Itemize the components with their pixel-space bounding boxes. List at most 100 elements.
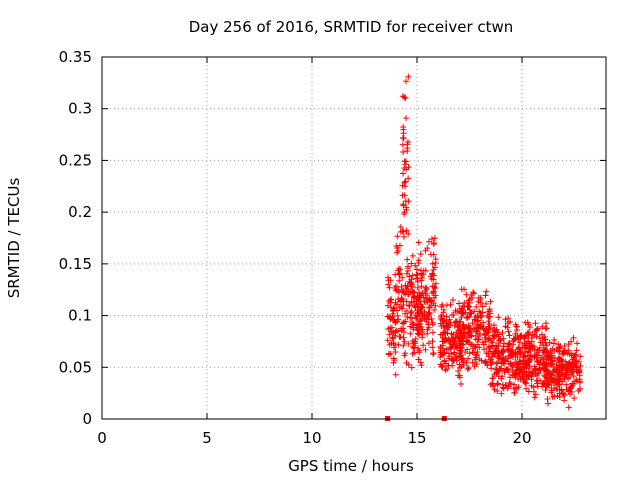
data-point xyxy=(417,251,424,258)
data-point xyxy=(385,281,392,288)
data-point xyxy=(510,341,517,348)
data-point xyxy=(542,325,549,332)
data-point xyxy=(543,374,550,381)
data-point xyxy=(543,356,550,363)
data-point xyxy=(459,341,466,348)
data-point xyxy=(448,350,455,357)
data-point xyxy=(463,359,470,366)
data-point xyxy=(493,343,500,350)
data-point xyxy=(525,338,532,345)
data-point xyxy=(393,249,400,256)
data-point xyxy=(523,385,530,392)
data-point xyxy=(485,336,492,343)
data-point xyxy=(439,362,446,369)
data-point xyxy=(420,342,427,349)
data-point xyxy=(468,309,475,316)
data-point xyxy=(505,315,512,322)
data-point xyxy=(439,338,446,345)
data-point xyxy=(393,301,400,308)
data-point xyxy=(569,382,576,389)
data-point xyxy=(419,331,426,338)
data-point xyxy=(408,260,415,267)
data-point xyxy=(531,367,538,374)
data-point xyxy=(428,235,435,242)
data-point xyxy=(473,303,480,310)
data-point xyxy=(466,303,473,310)
data-point xyxy=(446,316,453,323)
data-point xyxy=(542,360,549,367)
data-point xyxy=(509,366,516,373)
data-point xyxy=(387,299,394,306)
data-point xyxy=(456,300,463,307)
data-point xyxy=(402,198,409,205)
data-point xyxy=(400,329,407,336)
y-tick-label: 0.15 xyxy=(59,255,92,273)
data-point xyxy=(449,297,456,304)
data-point xyxy=(506,332,513,339)
data-point xyxy=(406,278,413,285)
data-point xyxy=(422,290,429,297)
data-point xyxy=(530,384,537,391)
data-point xyxy=(392,371,399,378)
data-point xyxy=(384,337,391,344)
data-point xyxy=(494,329,501,336)
data-point xyxy=(418,283,425,290)
data-point xyxy=(402,94,409,101)
data-point xyxy=(417,306,424,313)
grid-lines xyxy=(102,57,606,419)
data-point xyxy=(409,272,416,279)
data-point xyxy=(474,348,481,355)
data-point xyxy=(571,395,578,402)
data-point xyxy=(396,270,403,277)
data-point xyxy=(430,251,437,258)
data-point xyxy=(452,353,459,360)
data-point xyxy=(401,192,408,199)
data-point xyxy=(498,390,505,397)
data-point xyxy=(397,297,404,304)
data-point xyxy=(489,339,496,346)
data-point xyxy=(389,313,396,320)
data-point xyxy=(438,303,445,310)
data-point xyxy=(464,366,471,373)
data-point xyxy=(483,350,490,357)
data-point xyxy=(483,288,490,295)
y-tick-label: 0.2 xyxy=(68,203,92,221)
data-point xyxy=(402,161,409,168)
data-point xyxy=(477,321,484,328)
data-point xyxy=(468,291,475,298)
data-point xyxy=(512,335,519,342)
data-point xyxy=(417,359,424,366)
data-point xyxy=(496,367,503,374)
data-point xyxy=(458,349,465,356)
data-point xyxy=(392,348,399,355)
data-point xyxy=(390,340,397,347)
data-point xyxy=(452,319,459,326)
data-point xyxy=(405,138,412,145)
data-point xyxy=(573,347,580,354)
data-point xyxy=(393,242,400,249)
data-point xyxy=(429,344,436,351)
data-point xyxy=(502,316,509,323)
data-point xyxy=(401,179,408,186)
data-point xyxy=(519,369,526,376)
data-point xyxy=(495,339,502,346)
data-point xyxy=(447,345,454,352)
data-point xyxy=(441,357,448,364)
data-point xyxy=(544,363,551,370)
data-point xyxy=(519,357,526,364)
data-point xyxy=(466,313,473,320)
data-point xyxy=(394,233,401,240)
data-point xyxy=(485,308,492,315)
data-point xyxy=(405,263,412,270)
data-point xyxy=(470,345,477,352)
data-point xyxy=(443,319,450,326)
data-point xyxy=(501,340,508,347)
data-point xyxy=(528,334,535,341)
x-tick-label: 20 xyxy=(512,429,531,447)
data-point xyxy=(550,376,557,383)
data-point xyxy=(490,382,497,389)
data-point xyxy=(453,329,460,336)
data-point xyxy=(549,345,556,352)
data-point xyxy=(486,324,493,331)
data-point xyxy=(505,328,512,335)
